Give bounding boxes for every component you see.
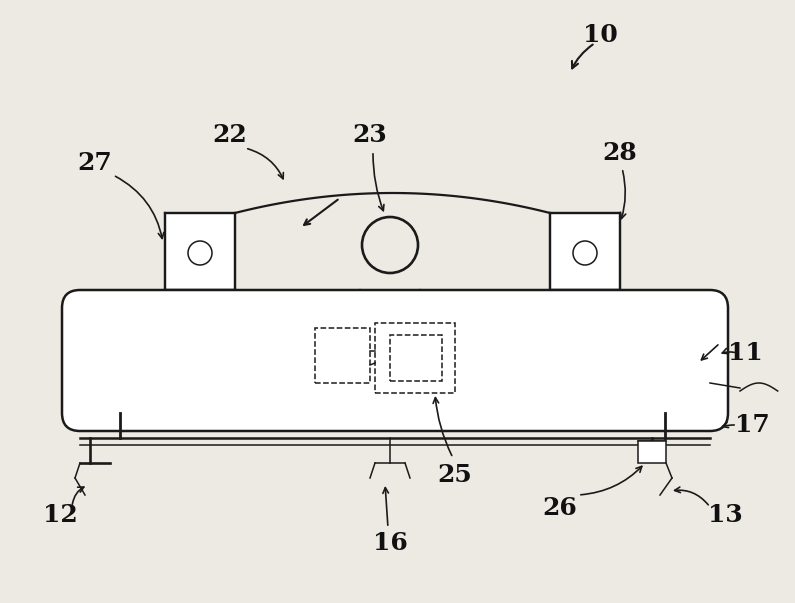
Bar [390, 335, 442, 381]
Text: 17: 17 [735, 413, 770, 437]
Bar [165, 213, 235, 290]
Bar [638, 441, 666, 463]
Text: 12: 12 [43, 503, 77, 527]
Text: 11: 11 [727, 341, 762, 365]
Text: 26: 26 [543, 496, 577, 520]
Text: 28: 28 [603, 141, 638, 165]
Text: 16: 16 [373, 531, 407, 555]
Text: 10: 10 [583, 23, 618, 47]
Text: 27: 27 [78, 151, 112, 175]
Text: 23: 23 [353, 123, 387, 147]
Bar [375, 323, 455, 393]
FancyBboxPatch shape [62, 290, 728, 431]
Bar [550, 213, 620, 290]
Text: 13: 13 [708, 503, 743, 527]
Text: 25: 25 [437, 463, 472, 487]
Bar [315, 328, 370, 383]
Text: 22: 22 [212, 123, 247, 147]
